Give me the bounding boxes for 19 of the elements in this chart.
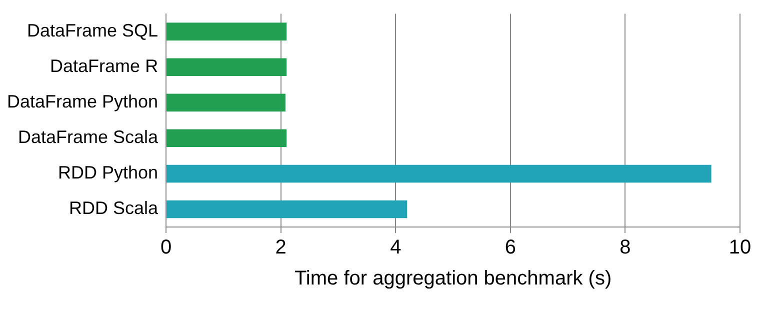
- bar: [166, 94, 286, 112]
- x-tick-label: 0: [160, 236, 172, 259]
- bar: [166, 22, 287, 40]
- x-axis-title: Time for aggregation benchmark (s): [294, 268, 612, 290]
- bar: [166, 164, 712, 183]
- bar: [166, 58, 287, 76]
- x-tick-label: 2: [275, 236, 286, 259]
- y-tick-label: DataFrame SQL: [27, 20, 158, 41]
- x-tick-label: 8: [620, 236, 631, 259]
- x-tick-label: 4: [390, 236, 402, 259]
- y-tick-label: RDD Python: [58, 162, 158, 183]
- y-tick-label: DataFrame Scala: [18, 127, 160, 148]
- x-tick-label: 10: [728, 236, 752, 259]
- y-tick-label: DataFrame Python: [6, 92, 158, 112]
- bar: [166, 129, 287, 148]
- bar: [166, 200, 408, 218]
- x-tick-label: 6: [504, 236, 516, 259]
- y-tick-label: RDD Scala: [69, 198, 160, 218]
- y-tick-label: DataFrame R: [50, 56, 158, 76]
